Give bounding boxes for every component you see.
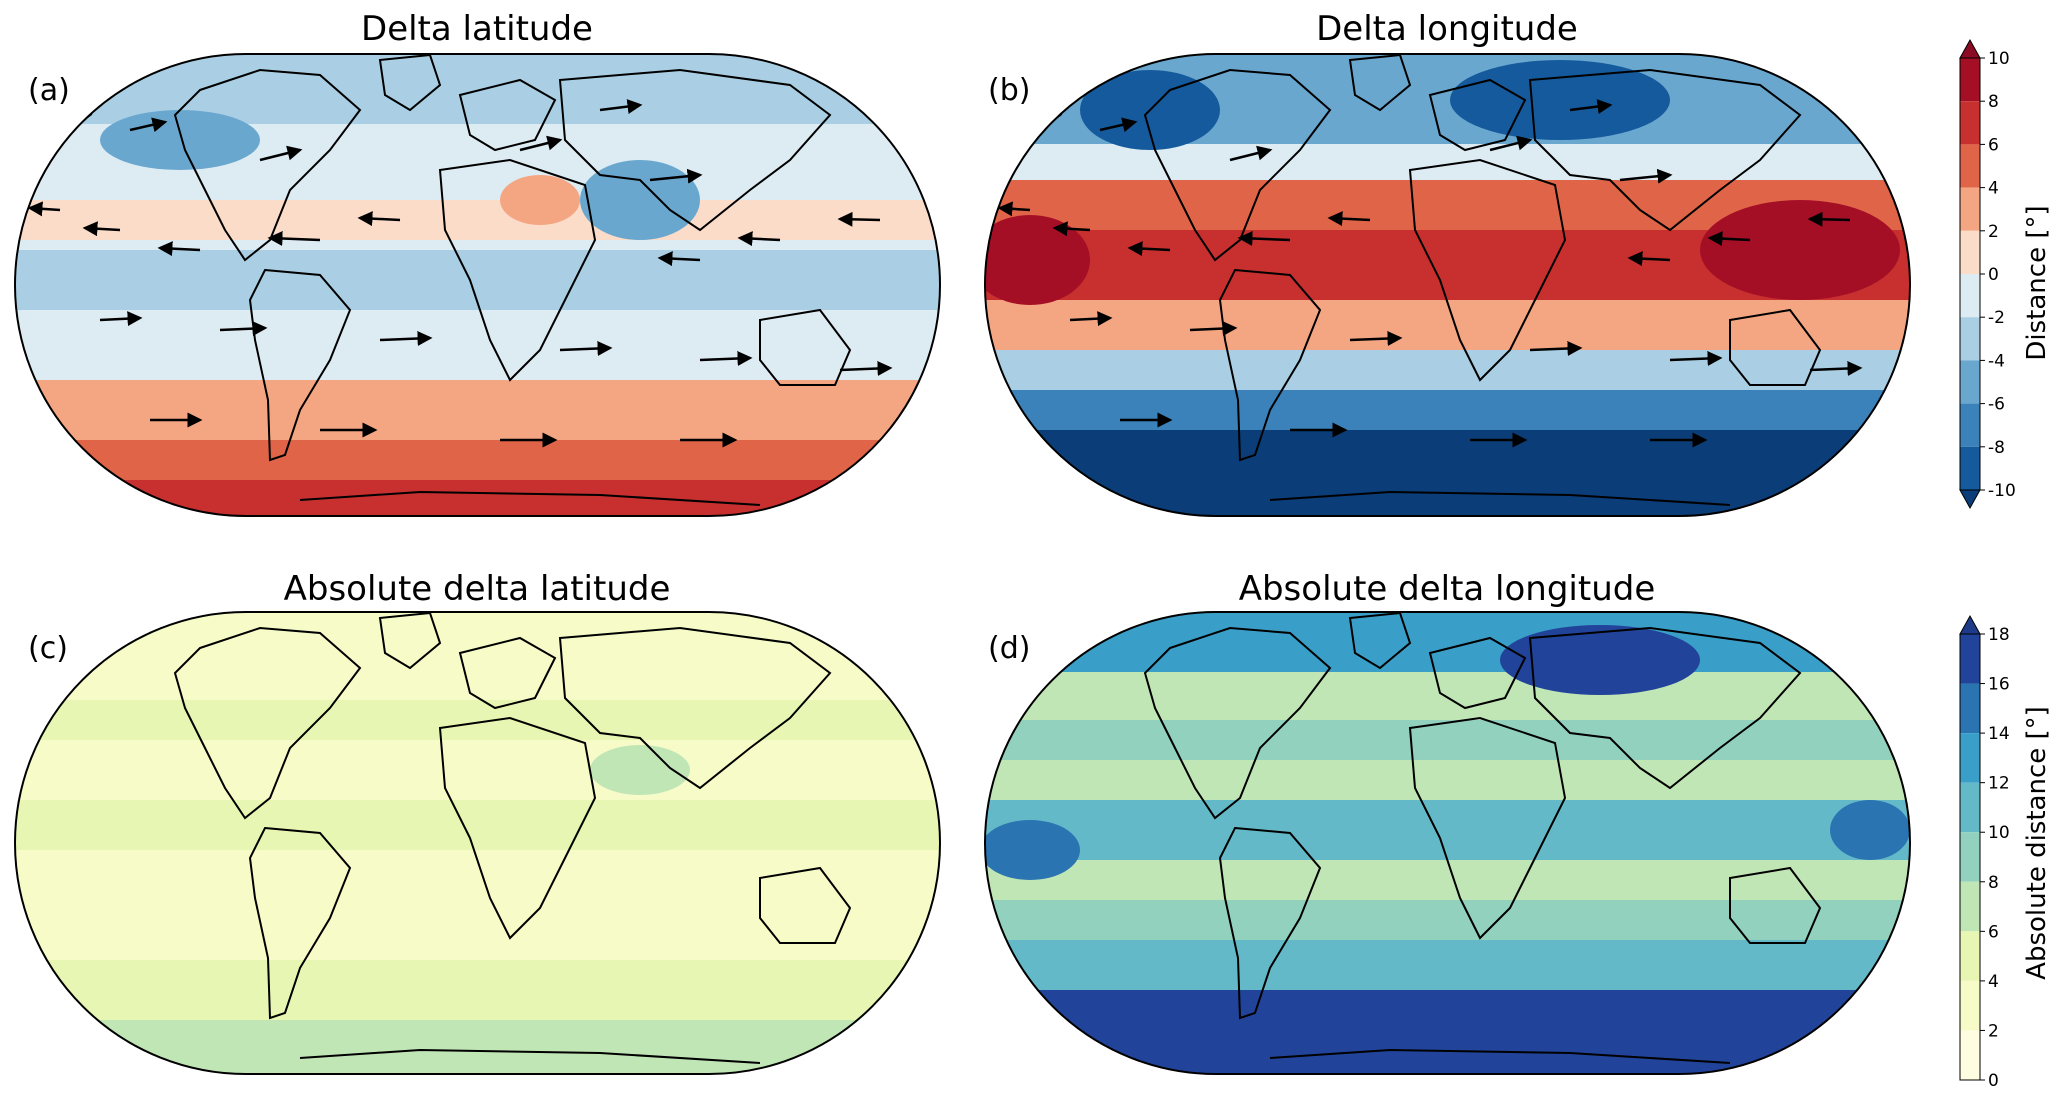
colorbar-segment — [1960, 634, 1980, 684]
colorbar-segment — [1960, 980, 1980, 1031]
colorbar-segment — [1960, 58, 1980, 102]
colorbar-tick-label: -4 — [1988, 351, 2005, 371]
colorbar-tick-label: 18 — [1988, 625, 2010, 645]
colorbar-tick-label: 8 — [1988, 873, 1999, 893]
colorbar-segment — [1960, 360, 1980, 404]
colorbar-tick-label: -6 — [1988, 395, 2005, 415]
colorbar-top-label: Distance [°] — [2022, 205, 2052, 360]
colorbar-tick-label: 2 — [1988, 1021, 1999, 1041]
panel-b-title: Delta longitude — [1316, 9, 1578, 49]
panel-a-title: Delta latitude — [361, 9, 593, 49]
panel-c-label: (c) — [28, 631, 68, 666]
colorbar-segment — [1960, 317, 1980, 361]
map-panel-c — [14, 611, 941, 1075]
colorbar-segment — [1960, 733, 1980, 783]
colorbar-tick-label: 0 — [1988, 265, 1999, 285]
colorbar-segment — [1960, 101, 1980, 145]
colorbar-tick-label: 10 — [1988, 823, 2010, 843]
colorbar-tick-label: 12 — [1988, 774, 2010, 794]
colorbar-tick-label: -10 — [1988, 481, 2016, 501]
colorbar-segment — [1960, 881, 1980, 932]
colorbar-segment — [1960, 274, 1980, 318]
colorbar-segment — [1960, 782, 1980, 833]
colorbar-tick-label: -8 — [1988, 438, 2005, 458]
panel-b-label: (b) — [988, 73, 1030, 108]
colorbar-extend-top — [1959, 38, 1981, 59]
colorbar-tick-label: 4 — [1988, 972, 1999, 992]
colorbar-segment — [1960, 446, 1980, 490]
colorbar-tick-label: 8 — [1988, 92, 1999, 112]
colorbar-segment — [1960, 832, 1980, 882]
colorbar-segment — [1960, 144, 1980, 188]
map-panel-b — [984, 53, 1911, 517]
colorbar-top: 10 8 6 4 2 0 -2 -4 -6 -8 -10 — [1959, 38, 2016, 510]
map-panel-a — [14, 53, 941, 517]
colorbar-segment — [1960, 230, 1980, 274]
colorbar-segment — [1960, 187, 1980, 231]
colorbar-tick-label: 16 — [1988, 675, 2010, 695]
panel-d-title: Absolute delta longitude — [1239, 569, 1656, 609]
colorbar-tick-label: 14 — [1988, 724, 2010, 744]
panel-a-label: (a) — [28, 73, 70, 108]
map-panel-d — [984, 611, 1911, 1075]
panel-d-label: (d) — [988, 631, 1030, 666]
colorbar-segment — [1960, 403, 1980, 447]
colorbar-segment — [1960, 683, 1980, 734]
colorbar-tick-label: 10 — [1988, 49, 2010, 69]
panel-c-title: Absolute delta latitude — [284, 569, 671, 609]
colorbar-bottom: 18 16 14 12 10 8 6 4 2 0 — [1959, 614, 2010, 1091]
colorbar-segment — [1960, 931, 1980, 981]
colorbar-tick-label: 2 — [1988, 222, 1999, 242]
colorbar-tick-label: -2 — [1988, 308, 2005, 328]
colorbar-tick-label: 6 — [1988, 922, 1999, 942]
colorbar-tick-label: 0 — [1988, 1071, 1999, 1091]
colorbar-tick-label: 6 — [1988, 135, 1999, 155]
colorbar-bottom-label: Absolute distance [°] — [2022, 706, 2052, 980]
colorbar-extend-top — [1959, 614, 1981, 635]
colorbar-tick-label: 4 — [1988, 179, 1999, 199]
colorbar-extend-bottom — [1959, 489, 1981, 510]
colorbar-segment — [1960, 1030, 1980, 1080]
